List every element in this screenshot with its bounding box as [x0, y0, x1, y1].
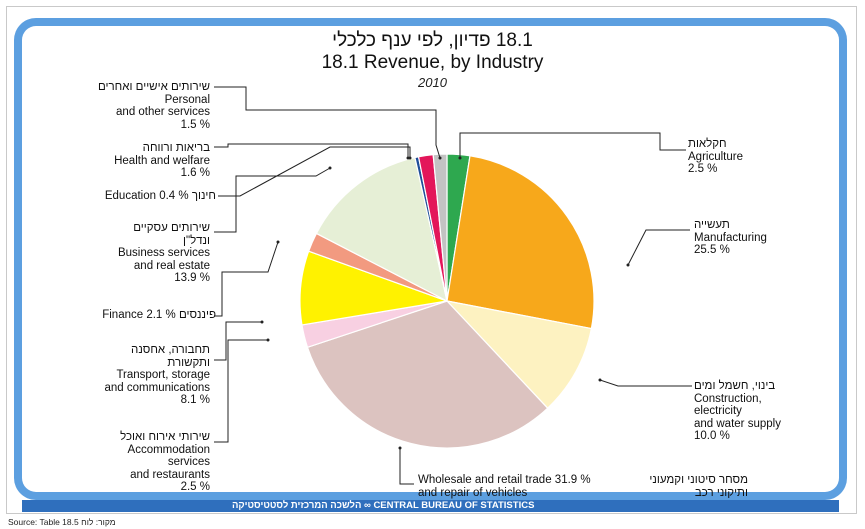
label-finance: Finance 2.1 % פיננסים — [40, 309, 216, 322]
label-accommodation-line1: Accommodation — [127, 443, 210, 456]
label-wholesale-he2: ותיקוני רכב — [694, 486, 748, 499]
leader-dot-health — [406, 156, 410, 160]
label-personal-he: שירותים אישיים ואחרים — [97, 81, 210, 93]
pie-slice-wholesale — [306, 300, 549, 449]
label-manufacturing-line2: 25.5 % — [694, 244, 730, 256]
leader-dot-agriculture — [458, 156, 462, 160]
leader-line-wholesale — [399, 448, 414, 485]
label-personal-line3: 1.5 % — [180, 118, 210, 131]
chart-title: 18.1 Revenue, by Industry — [321, 52, 544, 73]
label-business-line2: and real estate — [133, 259, 210, 272]
chart-title-hebrew: 18.1 פדיון, לפי ענף כלכלי — [332, 30, 533, 51]
label-construction-line4: 10.0 % — [694, 430, 730, 442]
label-accommodation-line4: 2.5 % — [180, 481, 210, 493]
label-education: Education 0.4 % חינוך — [40, 190, 216, 203]
leader-line-education — [218, 146, 411, 197]
label-education-line1: Education 0.4 % — [104, 190, 189, 202]
leader-line-manufacturing — [627, 229, 690, 266]
label-business: שירותים עסקיים ונדל"ן Business services … — [40, 222, 210, 285]
label-education-he: חינוך — [191, 190, 216, 202]
footer-text: הלשכה המרכזית לסטטיסטיקה ∞ CENTRAL BUREA… — [232, 500, 535, 511]
pie-slice-construction — [445, 300, 593, 410]
label-personal: שירותים אישיים ואחרים Personal and other… — [40, 81, 210, 131]
label-manufacturing: תעשייה Manufacturing 25.5 % — [694, 219, 767, 257]
pie-slice-business — [315, 156, 448, 303]
label-wholesale-line2: and repair of vehicles — [418, 486, 528, 499]
leader-line-finance — [214, 241, 279, 317]
label-agriculture: חקלאות Agriculture 2.5 % — [688, 138, 743, 176]
leader-dot-manufacturing — [626, 263, 630, 267]
leader-dot-business — [328, 166, 332, 170]
label-accommodation-line2: services — [167, 456, 210, 468]
label-health-line1: Health and welfare — [114, 154, 210, 167]
label-transport-line3: 8.1 % — [180, 394, 210, 406]
leader-line-health — [214, 143, 409, 158]
label-construction-he: בינוי, חשמל ומים — [694, 380, 776, 392]
label-personal-line2: and other services — [116, 106, 210, 118]
label-manufacturing-he: תעשייה — [694, 219, 730, 231]
label-business-line1: Business services — [117, 247, 210, 259]
label-finance-line1: Finance 2.1 % — [102, 309, 176, 321]
label-accommodation-he: שירותי אירוח ואוכל — [120, 431, 210, 443]
leader-dot-finance — [276, 240, 280, 244]
leader-dot-wholesale — [398, 446, 402, 450]
leader-line-construction — [599, 379, 692, 387]
label-agriculture-line1: Agriculture — [688, 150, 743, 163]
label-transport-line1: Transport, storage — [116, 369, 210, 381]
label-wholesale-he: מסחר סיטוני וקמעוני — [649, 474, 748, 486]
label-health-he: בריאות ורווחה — [142, 142, 210, 154]
label-accommodation: שירותי אירוח ואוכל Accommodation service… — [40, 431, 210, 494]
label-construction-line3: and water supply — [694, 417, 781, 430]
label-accommodation-line3: and restaurants — [130, 468, 210, 481]
leader-line-accommodation — [214, 339, 268, 443]
label-wholesale-line1: Wholesale and retail trade 31.9 % — [418, 474, 591, 486]
label-construction: בינוי, חשמל ומים Construction, electrici… — [694, 380, 781, 443]
pie-slice-personal — [432, 153, 448, 302]
leader-line-transport — [214, 321, 262, 361]
label-personal-line1: Personal — [164, 93, 210, 106]
label-wholesale-he-block: מסחר סיטוני וקמעוני ותיקוני רכב — [640, 474, 748, 499]
leader-line-agriculture — [459, 132, 686, 158]
label-transport-he: תחבורה, אחסנה — [131, 344, 210, 356]
label-construction-line2: electricity — [694, 405, 742, 417]
leader-line-business — [214, 167, 331, 233]
leader-dot-construction — [598, 378, 602, 382]
label-transport-line2: and communications — [104, 381, 210, 394]
pie-slice-manufacturing — [446, 155, 595, 330]
leader-dot-personal — [438, 156, 442, 160]
label-finance-he: פיננסים — [178, 309, 216, 321]
label-wholesale: Wholesale and retail trade 31.9 % and re… — [418, 474, 591, 499]
label-health: בריאות ורווחה Health and welfare 1.6 % — [40, 142, 210, 180]
label-business-line3: 13.9 % — [174, 272, 210, 284]
source-note: Source: Table 18.5 מקור: לוח — [8, 517, 116, 527]
label-business-he: שירותים עסקיים — [133, 222, 210, 234]
leader-dot-transport — [260, 320, 264, 324]
chart-subtitle: 2010 — [418, 75, 447, 90]
label-transport-he2: ותקשורת — [167, 356, 210, 369]
footer-bar — [22, 500, 839, 512]
label-manufacturing-line1: Manufacturing — [694, 231, 767, 244]
label-agriculture-he: חקלאות — [688, 138, 727, 150]
label-construction-line1: Construction, — [694, 392, 762, 405]
label-transport: תחבורה, אחסנה ותקשורת Transport, storage… — [40, 344, 210, 407]
label-health-line2: 1.6 % — [180, 167, 210, 179]
label-agriculture-line2: 2.5 % — [688, 163, 718, 175]
leader-dot-accommodation — [266, 338, 270, 342]
label-business-he2: ונדל"ן — [183, 234, 210, 247]
leader-line-personal — [214, 86, 441, 159]
